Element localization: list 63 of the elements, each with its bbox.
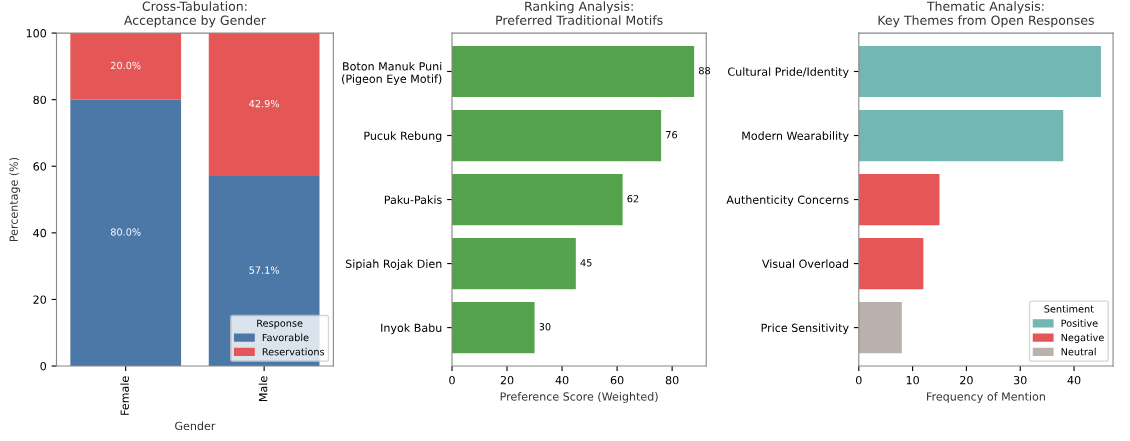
x-axis-title: Gender [175,421,216,431]
y-tick-label: 40 [33,228,47,238]
x-tick-label: 60 [610,375,624,385]
x-axis-title: Frequency of Mention [927,392,1045,403]
bar [858,45,1101,98]
y-tick-label: Modern Wearability [742,131,849,143]
y-tick-label: Pucuk Rebung [364,131,442,143]
bar [858,173,940,226]
x-tick-label: 0 [856,375,862,385]
data-label: 45 [580,259,592,267]
data-label: 30 [539,323,551,331]
data-label: 62 [627,195,639,203]
bar [208,33,320,176]
x-tick-label: 0 [449,375,455,385]
chart-title: Thematic Analysis: Key Themes from Open Responses [878,1,1094,28]
data-label: 88 [698,66,711,75]
x-tick-label: Male [258,376,268,401]
x-tick-label: 80 [665,375,679,385]
x-tick-label: 20 [500,375,514,385]
x-tick-label: 40 [555,375,569,385]
bar [452,45,695,98]
chart-title: Cross-Tabulation: Acceptance by Gender [123,1,266,28]
y-tick-label: Inyok Babu [381,323,442,335]
data-label: 57.1% [249,266,280,274]
bar [70,33,182,100]
bar [858,109,1064,162]
x-axis-title: Preference Score (Weighted) [500,392,658,403]
bar [452,109,662,162]
legend-label: Positive [1061,319,1098,327]
y-tick-label: Sipiah Rojak Dien [345,259,442,271]
bar [452,173,623,226]
x-tick-label: 40 [1067,375,1081,385]
y-tick-label: Cultural Pride/Identity [728,67,849,79]
data-label: 42.9% [249,99,280,108]
x-tick-label: 20 [960,375,973,385]
y-tick-label: 20 [33,295,47,304]
data-label: 76 [666,130,678,139]
y-tick-label: 80 [33,95,47,105]
legend-title: Response [257,319,303,329]
x-tick-label: 30 [1014,375,1027,385]
y-tick-label: Visual Overload [761,259,849,268]
bar [452,302,535,354]
y-tick-label: Authenticity Concerns [726,195,849,207]
data-label: 20.0% [110,61,141,70]
legend-label: Favorable [262,333,309,342]
bar [858,302,902,354]
y-tick-label: 100 [26,29,47,38]
legend-title: Sentiment [1044,305,1094,313]
y-tick-label: 60 [33,162,47,171]
x-tick-label: 10 [906,375,919,385]
legend-label: Neutral [1061,347,1096,356]
y-axis-title: Percentage (%) [9,157,21,242]
bar [858,237,924,290]
data-label: 80.0% [110,228,141,236]
chart-title: Ranking Analysis: Preferred Traditional Motifs [496,1,663,25]
y-tick-label: Boton Manuk Puni (Pigeon Eye Motif) [342,61,442,86]
bar [452,237,576,290]
x-tick-label: Female [120,376,129,415]
y-tick-label: 0 [40,362,47,371]
y-tick-label: Price Sensitivity [761,323,849,335]
y-tick-label: Paku-Pakis [384,195,442,204]
legend-label: Reservations [262,347,325,356]
legend-label: Negative [1061,333,1104,344]
